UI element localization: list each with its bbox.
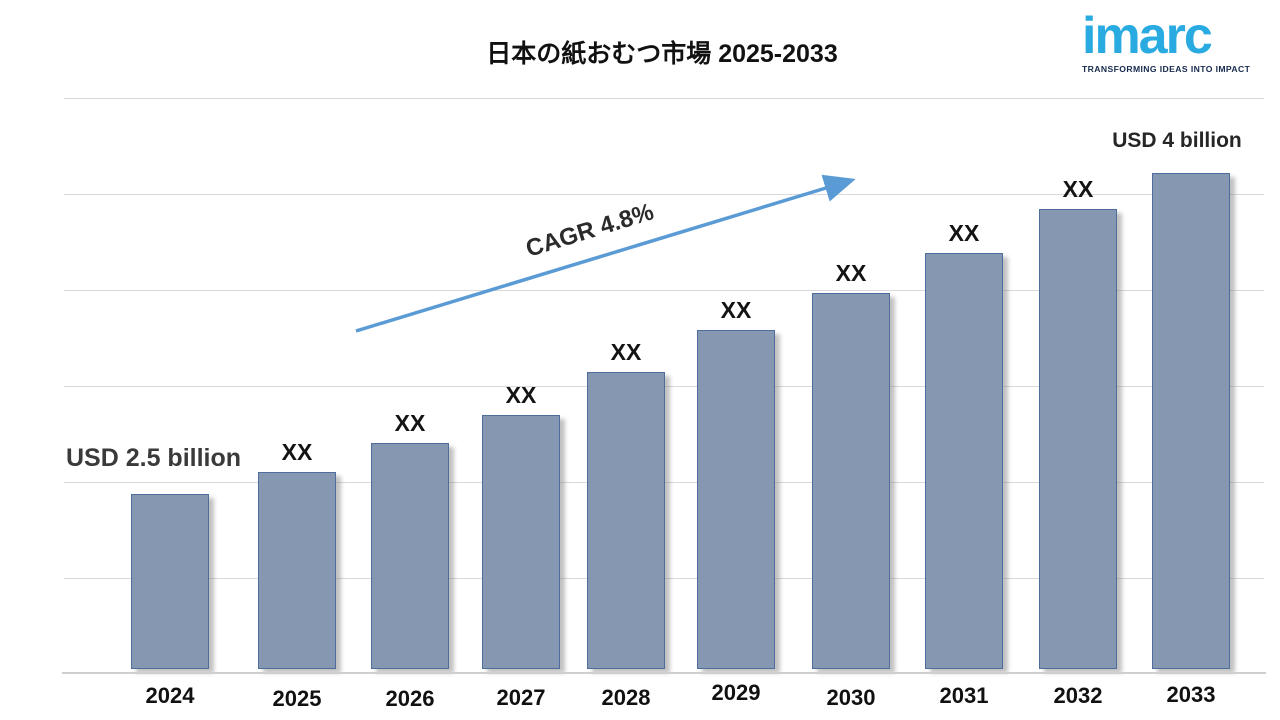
bar-2033 [1152, 173, 1230, 669]
x-axis-label-2025: 2025 [272, 686, 322, 711]
bar-2026 [371, 443, 449, 669]
x-axis-label-2024: 2024 [145, 683, 195, 708]
x-axis-label-2028: 2028 [601, 685, 651, 710]
x-axis-label-2030: 2030 [826, 685, 876, 710]
value-label-2029: XX [720, 297, 752, 323]
bar-2024 [131, 494, 209, 669]
chart-title: 日本の紙おむつ市場 2025-2033 [486, 40, 838, 68]
start-value-label: USD 2.5 billion [66, 444, 242, 472]
x-axis-label-2027: 2027 [496, 685, 546, 710]
x-axis-label-2031: 2031 [939, 683, 989, 708]
x-axis-line [62, 672, 1266, 674]
imarc-logo-tagline: TRANSFORMING IDEAS INTO IMPACT [1082, 64, 1251, 75]
value-label-2030: XX [835, 260, 867, 286]
bar-2031 [925, 253, 1003, 669]
bar-2028 [587, 372, 665, 669]
bar-2032 [1039, 209, 1117, 669]
bar-2029 [697, 330, 775, 669]
x-axis-label-2033: 2033 [1166, 682, 1216, 707]
value-label-2026: XX [394, 410, 426, 436]
x-axis-label-2029: 2029 [711, 680, 761, 705]
value-label-2027: XX [505, 382, 537, 408]
value-label-2028: XX [610, 339, 642, 365]
end-value-label: USD 4 billion [1112, 129, 1242, 152]
cagr-label: CAGR 4.8% [522, 198, 657, 263]
gridline [64, 98, 1264, 99]
imarc-logo: imarc TRANSFORMING IDEAS INTO IMPACT [1082, 7, 1258, 75]
bar-2025 [258, 472, 336, 669]
value-label-2025: XX [281, 439, 313, 465]
x-axis-label-2026: 2026 [385, 686, 435, 711]
value-label-2031: XX [948, 220, 980, 246]
x-axis-label-2032: 2032 [1053, 683, 1103, 708]
bar-2027 [482, 415, 560, 669]
bar-2030 [812, 293, 890, 669]
value-label-2032: XX [1062, 176, 1094, 202]
imarc-logo-wordmark: imarc [1082, 7, 1213, 65]
